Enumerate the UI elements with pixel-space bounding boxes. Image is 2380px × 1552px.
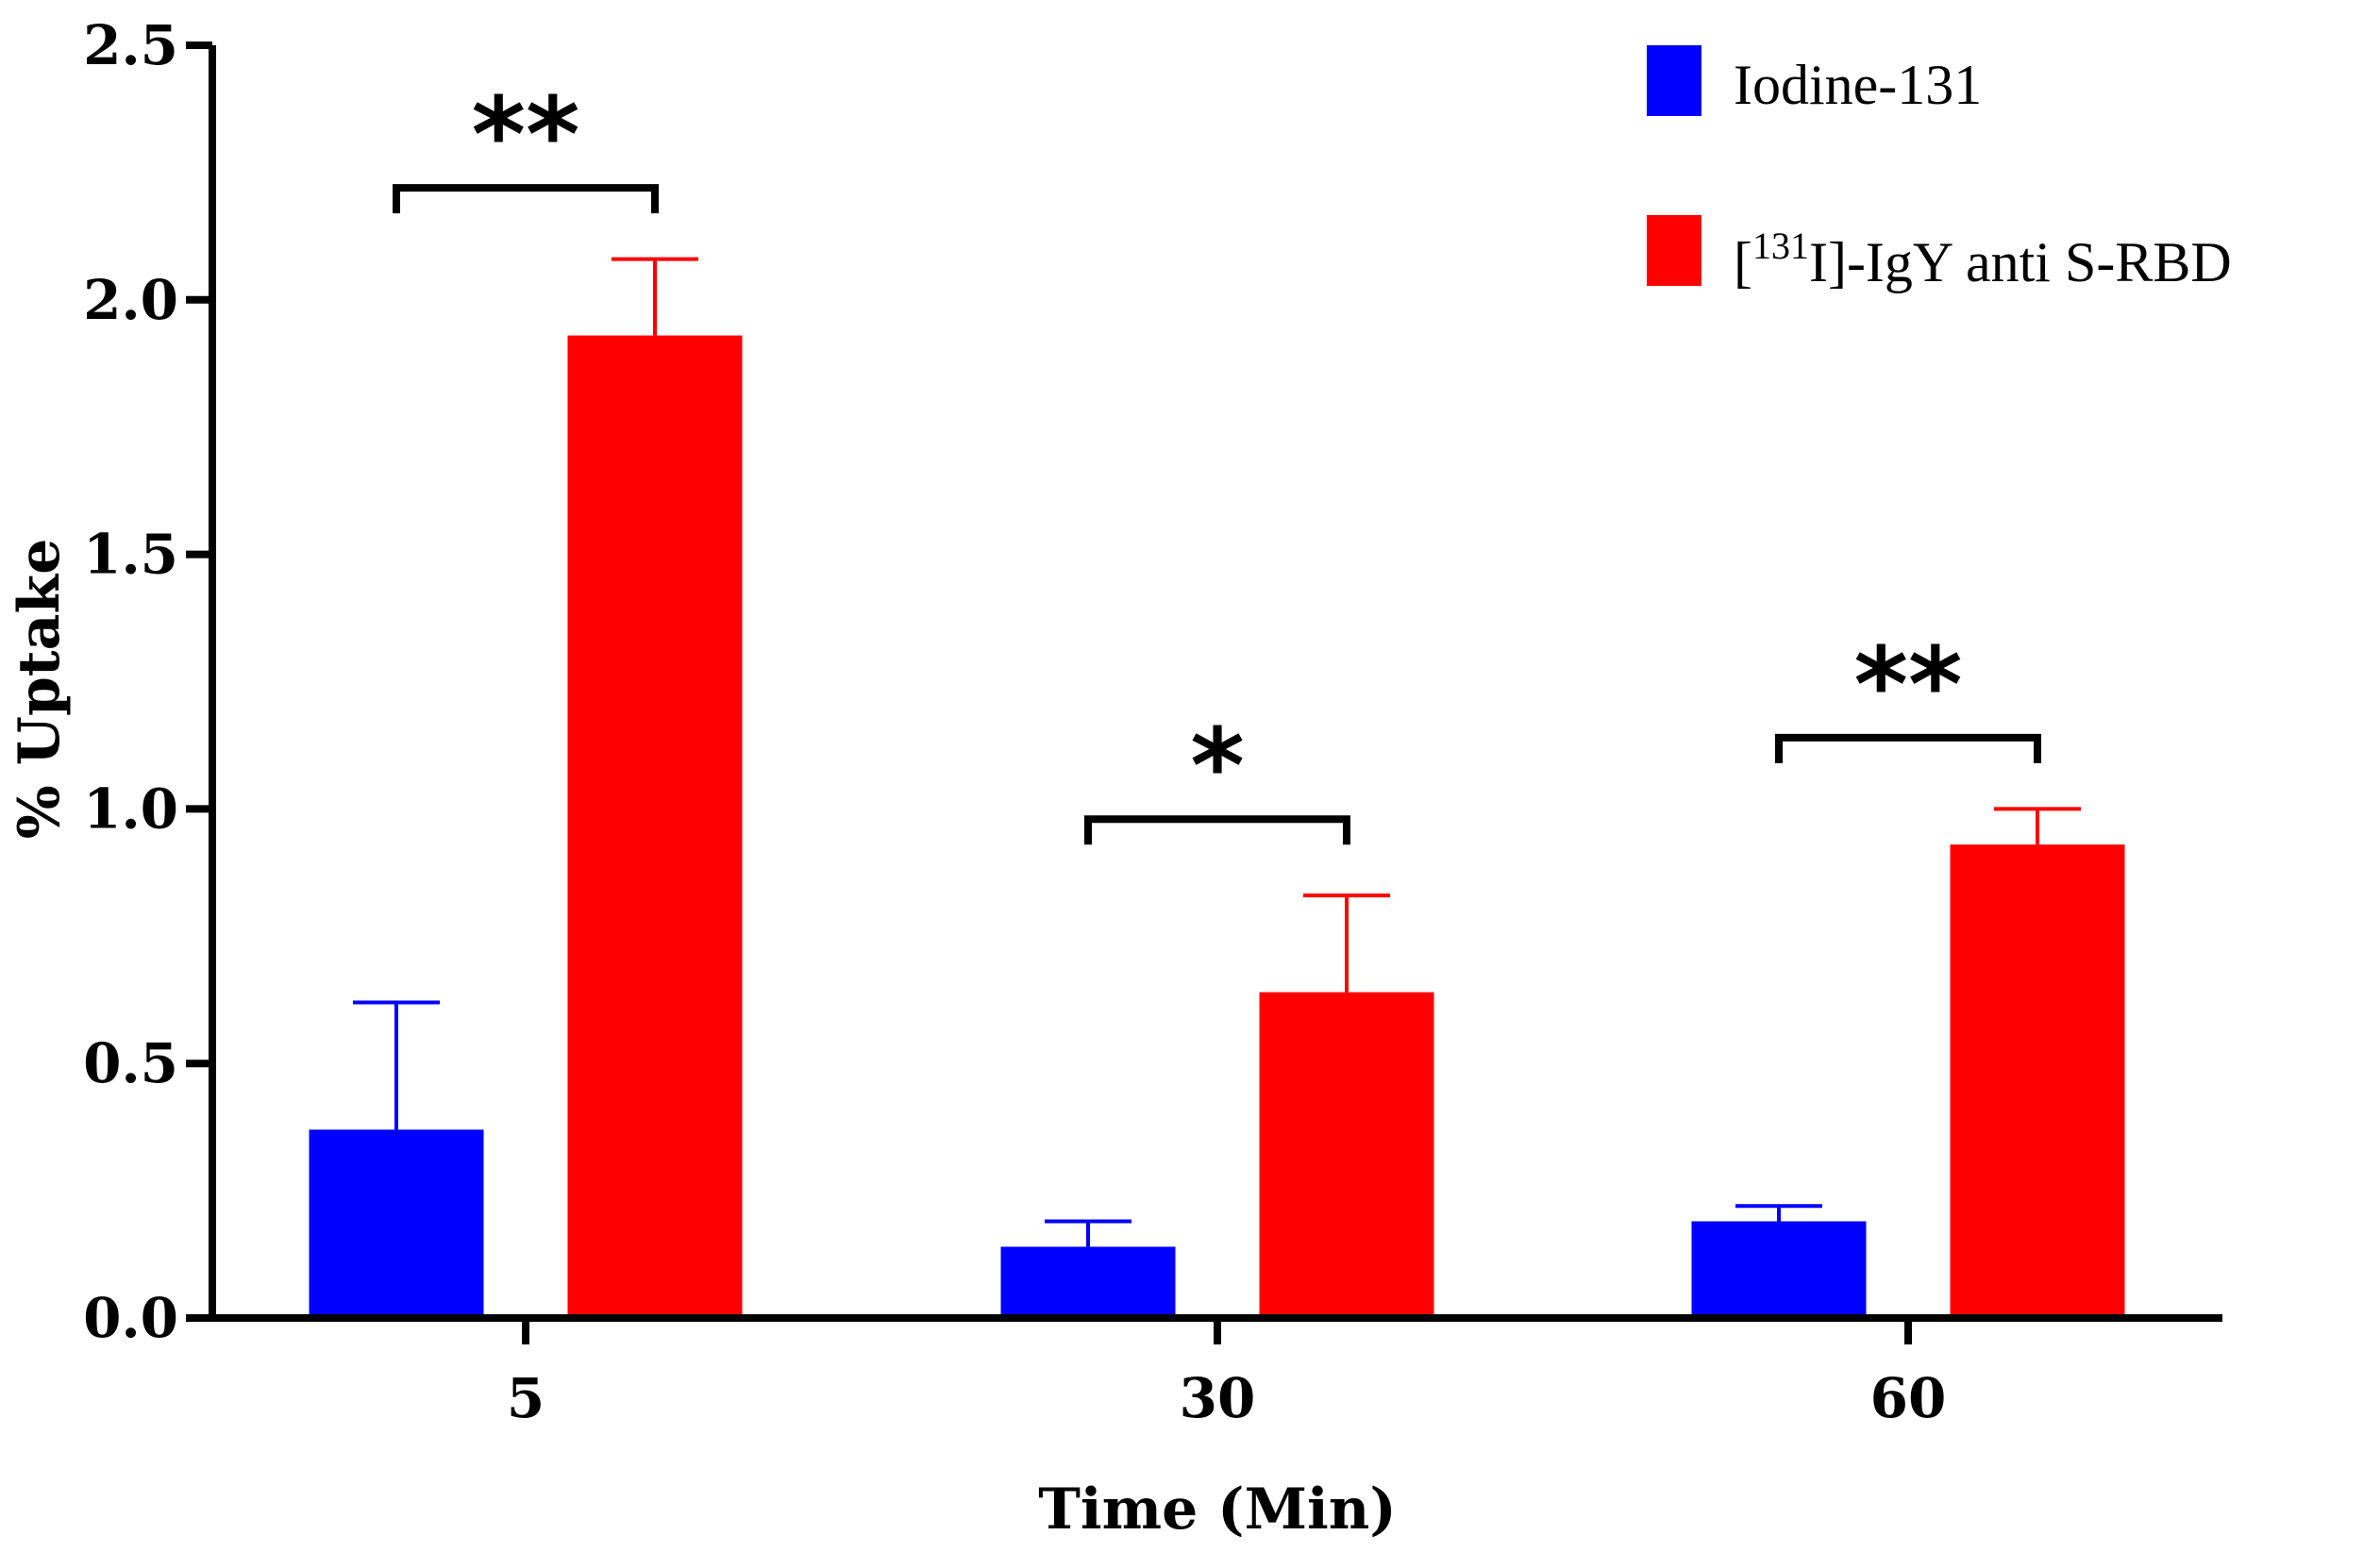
- legend: Iodine-131 [131I]-IgY anti S-RBD: [1647, 45, 2232, 293]
- x-tick-label-5: 5: [507, 1366, 545, 1430]
- bar-iodine-131-5: [309, 1129, 484, 1318]
- x-tick-label-30: 30: [1180, 1366, 1256, 1430]
- y-tick-label-1.0: 1.0: [83, 776, 178, 841]
- bar-igy-anti-s-rbd-30: [1259, 992, 1434, 1318]
- legend-swatch-igy-anti-s-rbd: [1647, 215, 1701, 286]
- legend-swatch-iodine-131: [1647, 45, 1701, 116]
- significance-label-5: **: [471, 75, 579, 195]
- y-tick-label-0.0: 0.0: [83, 1286, 178, 1350]
- plot-area: *****: [309, 75, 2125, 1318]
- bar-igy-anti-s-rbd-5: [567, 335, 743, 1318]
- significance-bracket-30: [1084, 815, 1350, 845]
- x-axis-title: Time (Min): [1038, 1477, 1397, 1543]
- legend-label-iodine-131: Iodine-131: [1734, 54, 1982, 116]
- y-tick-label-0.5: 0.5: [83, 1031, 178, 1095]
- y-tick-label-2.0: 2.0: [83, 268, 178, 332]
- bar-igy-anti-s-rbd-60: [1950, 844, 2125, 1318]
- significance-bracket-60: [1775, 733, 2041, 763]
- y-tick-label-2.5: 2.5: [83, 13, 178, 77]
- legend-label-igy-anti-s-rbd: [131I]-IgY anti S-RBD: [1734, 225, 2232, 293]
- axes: 0.0 0.5 1.0 1.5 2.0 2.5 5 30 60: [83, 13, 2222, 1430]
- x-tick-label-60: 60: [1870, 1366, 1947, 1430]
- y-axis-title: % Uptake: [7, 539, 73, 840]
- significance-label-30: *: [1190, 706, 1245, 826]
- significance-bracket-5: [393, 184, 659, 214]
- bar-iodine-131-60: [1691, 1221, 1867, 1318]
- bar-iodine-131-30: [1000, 1246, 1176, 1318]
- y-tick-label-1.5: 1.5: [83, 523, 178, 587]
- significance-label-60: **: [1853, 625, 1962, 745]
